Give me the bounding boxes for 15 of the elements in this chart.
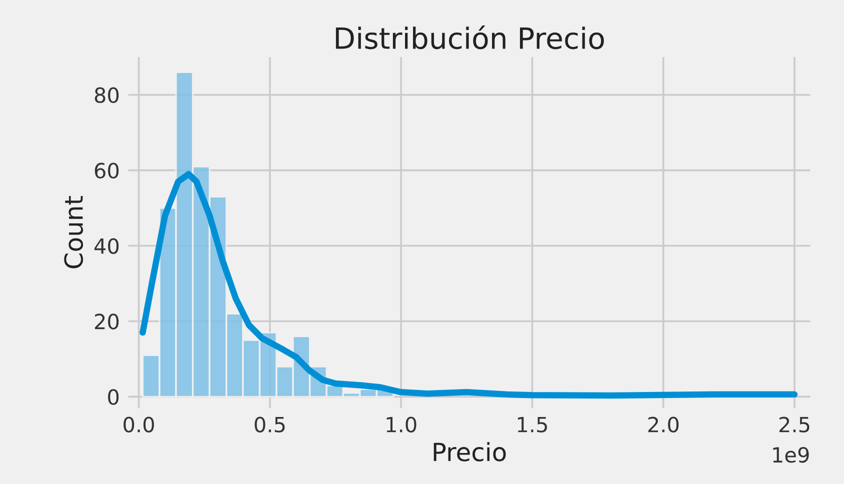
y-tick-label: 60 bbox=[94, 162, 119, 179]
x-axis-title: Precio bbox=[434, 442, 506, 462]
x-tick-label: 1.0 bbox=[386, 416, 416, 432]
x-tick-label: 0.5 bbox=[254, 416, 285, 432]
x-tick-label: 2.0 bbox=[648, 416, 679, 432]
y-tick-label: 0 bbox=[108, 389, 119, 405]
x-tick-label: 2.5 bbox=[779, 416, 810, 432]
y-axis-title: Count bbox=[64, 196, 84, 268]
y-tick-label: 80 bbox=[94, 87, 119, 104]
chart-title: Distribución Precio bbox=[336, 25, 604, 50]
y-tick-label: 40 bbox=[94, 238, 119, 254]
y-tick-label: 20 bbox=[94, 314, 119, 330]
x-tick-label: 1.5 bbox=[518, 416, 547, 432]
text: 1e9 bbox=[773, 446, 809, 463]
x-tick-label: 0.0 bbox=[124, 416, 154, 432]
